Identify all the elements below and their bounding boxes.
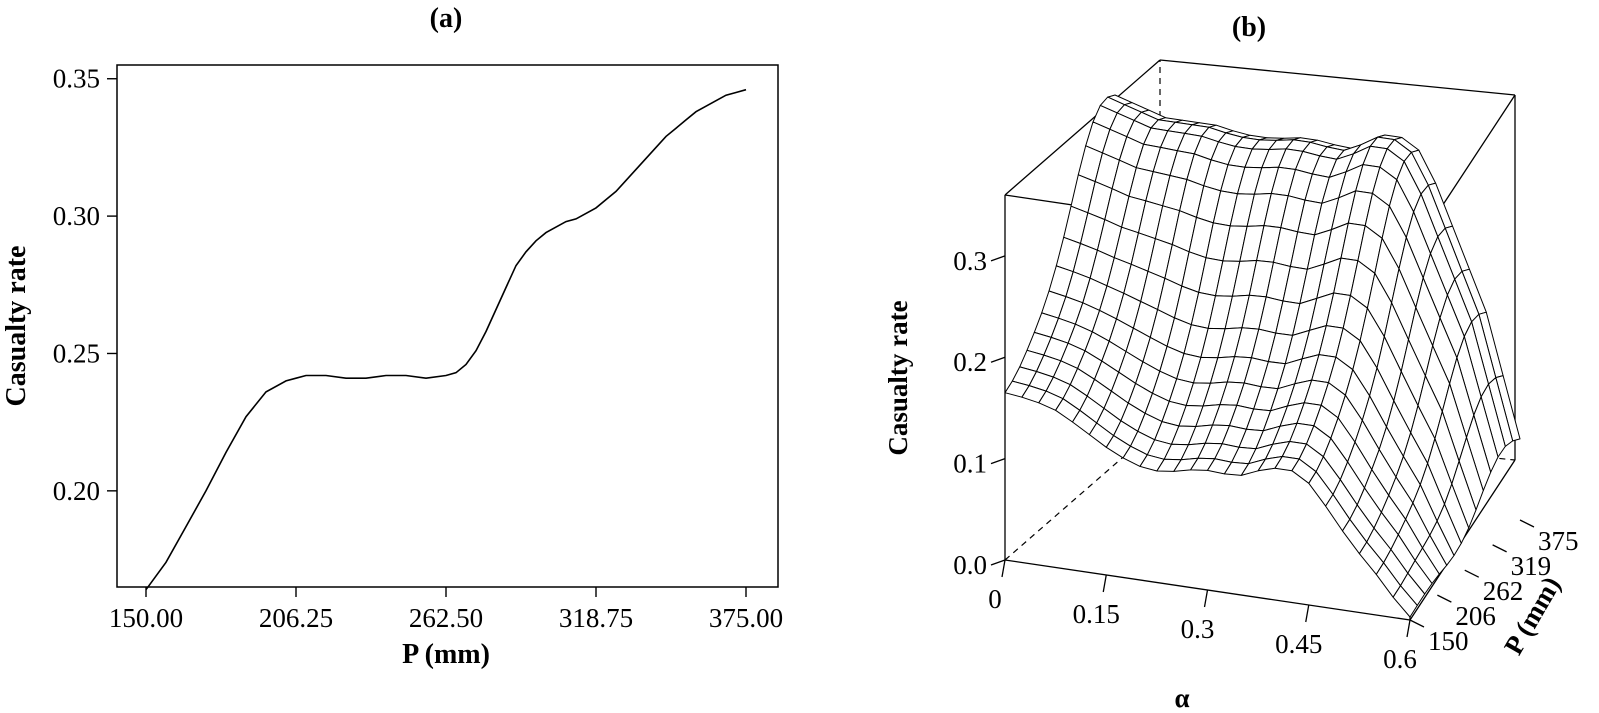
z-tick-mark — [990, 457, 1006, 465]
surface-facet — [1392, 585, 1418, 618]
alpha-tick-mark — [1203, 589, 1209, 608]
z-tick-mark — [990, 255, 1006, 262]
y-tick-label: 0.25 — [53, 338, 100, 368]
y-ticks-a: 0.20 0.25 0.30 0.35 — [53, 64, 117, 506]
panel-a: (a) 150.00 206.25 262.50 318.75 375.00 0.200… — [1, 3, 783, 670]
alpha-tick-label: 0.3 — [1181, 614, 1215, 644]
casualty-rate-ticks: 0.0 0.1 0.2 0.3 — [953, 246, 1006, 580]
alpha-tick-mark — [1305, 604, 1310, 623]
y-tick-label: 0.20 — [53, 476, 100, 506]
x-tick-label: 206.25 — [259, 603, 333, 633]
alpha-tick-label: 0.15 — [1073, 599, 1120, 629]
alpha-tick-mark — [1406, 619, 1411, 638]
y-axis-label-a: Casualty rate — [1, 246, 32, 407]
panel-a-label: (a) — [430, 3, 463, 34]
z-axis-label-b: Casualty rate — [883, 300, 913, 455]
p-tick-mark — [1409, 619, 1425, 628]
p-tick-label: 319 — [1511, 551, 1552, 581]
p-tick-label: 375 — [1538, 526, 1579, 556]
y-tick-label: 0.30 — [53, 201, 100, 231]
x-axis-label-b: α — [1174, 683, 1189, 713]
alpha-tick-mark — [1102, 574, 1107, 593]
alpha-ticks: 0 0.15 0.3 0.45 0.6 — [988, 559, 1417, 674]
z-tick-label: 0.2 — [953, 347, 987, 377]
casualty-rate-surface — [1004, 94, 1521, 618]
p-tick-mark — [1464, 569, 1480, 578]
panel-b-label: (b) — [1232, 12, 1266, 43]
p-tick-label: 206 — [1455, 601, 1496, 631]
z-tick-label: 0.1 — [953, 449, 987, 479]
x-tick-label: 262.50 — [409, 603, 483, 633]
y-tick-label: 0.35 — [53, 64, 100, 94]
p-tick-label: 150 — [1428, 626, 1469, 656]
p-tick-mark — [1519, 519, 1535, 528]
x-ticks-a: 150.00 206.25 262.50 318.75 375.00 — [109, 587, 783, 633]
z-tick-mark — [990, 559, 1006, 566]
alpha-tick-label: 0.6 — [1383, 644, 1417, 674]
alpha-tick-label: 0 — [988, 584, 1002, 614]
z-tick-label: 0.0 — [953, 550, 987, 580]
plot-frame-a — [116, 64, 779, 588]
alpha-tick-label: 0.45 — [1275, 629, 1322, 659]
p-tick-mark — [1492, 544, 1507, 553]
x-tick-label: 150.00 — [109, 603, 183, 633]
p-tick-mark — [1437, 594, 1452, 603]
x-tick-label: 318.75 — [559, 603, 633, 633]
x-tick-label: 375.00 — [709, 603, 783, 633]
z-tick-label: 0.3 — [953, 246, 987, 276]
alpha-tick-mark — [1001, 559, 1006, 578]
p-tick-label: 262 — [1483, 576, 1524, 606]
x-axis-label-a: P (mm) — [402, 639, 490, 670]
z-tick-mark — [990, 356, 1006, 363]
casualty-rate-line — [145, 88, 747, 591]
